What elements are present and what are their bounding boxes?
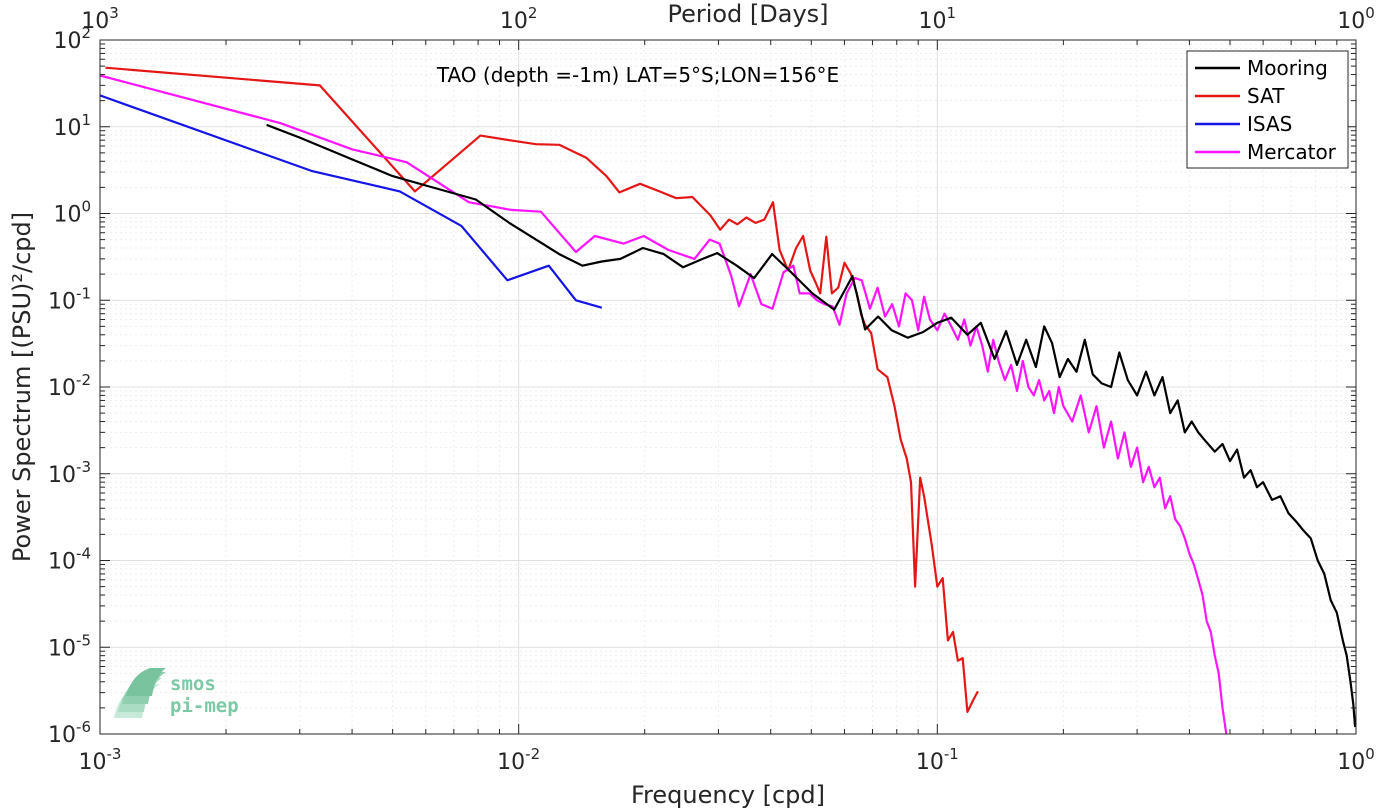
y-tick-label: 10-5 [48, 631, 91, 661]
ticks [99, 39, 1357, 735]
x-tick-label: 10-3 [79, 745, 122, 775]
y-tick-label: 10-3 [48, 458, 91, 488]
y-tick-label: 101 [53, 111, 91, 141]
logo-line-1: smos [170, 673, 216, 695]
x-axis-label: Frequency [cpd] [631, 781, 825, 809]
y-tick-label: 10-4 [48, 545, 91, 575]
x-tick-label: 10-2 [497, 745, 540, 775]
y-axis-label: Power Spectrum [(PSU)²/cpd] [8, 212, 36, 562]
top-tick-label: 101 [919, 4, 957, 34]
series-line-sat [105, 66, 979, 713]
logo-waves-icon [114, 668, 166, 718]
legend: Mooring SAT ISAS Mercator [1186, 50, 1349, 169]
legend-label-isas: ISAS [1247, 112, 1292, 136]
logo-line-2: pi-mep [170, 695, 239, 717]
top-tick-label: 100 [1337, 4, 1375, 34]
chart-title: TAO (depth =-1m) LAT=5°S;LON=156°E [436, 63, 839, 87]
x-tick-label: 10-1 [916, 745, 959, 775]
y-tick-label: 10-6 [48, 718, 91, 748]
y-tick-label: 10-2 [48, 371, 91, 401]
top-axis-label: Period [Days] [667, 0, 828, 28]
y-tick-label: 10-1 [48, 284, 91, 314]
top-tick-label: 102 [500, 4, 538, 34]
top-tick-label: 103 [81, 4, 119, 34]
series-layer [99, 66, 1357, 735]
y-tick-label: 102 [53, 24, 91, 54]
series-line-mooring [266, 123, 1357, 728]
x-tick-label: 100 [1337, 745, 1375, 775]
legend-label-mercator: Mercator [1247, 140, 1337, 164]
legend-box [1186, 50, 1349, 169]
legend-items: Mooring SAT ISAS Mercator [1195, 56, 1337, 164]
legend-label-mooring: Mooring [1247, 56, 1328, 80]
smos-pi-mep-logo: smos pi-mep [114, 668, 239, 718]
legend-label-sat: SAT [1247, 84, 1285, 108]
y-tick-label: 100 [53, 198, 91, 228]
series-line-mercator [99, 74, 1228, 735]
series-line-isas [99, 94, 603, 309]
